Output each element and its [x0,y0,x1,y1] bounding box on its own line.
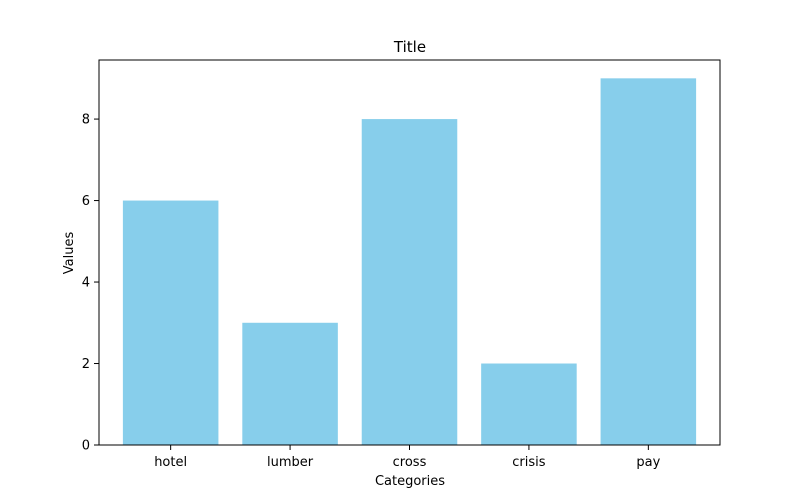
x-axis-label: Categories [375,474,445,489]
x-tick-label: pay [636,455,660,470]
x-tick-label: lumber [267,455,314,470]
y-axis-ticks: 0 2 4 6 8 [82,113,99,454]
bars-layer [122,78,697,446]
plot-frame [98,59,721,446]
x-tick-label: hotel [154,455,187,470]
x-axis-ticks: hotel lumber cross crisis pay [154,445,661,470]
y-tick-label: 4 [82,276,90,291]
y-tick-label: 8 [82,113,90,128]
bar-crisis [481,363,577,445]
y-axis-label: Values [62,232,77,275]
bar-cross [361,119,458,446]
bar-lumber [242,322,338,445]
x-tick-label: cross [393,455,427,470]
y-tick-label: 2 [82,357,90,372]
y-tick-label: 0 [82,439,90,454]
bar-hotel [122,200,219,445]
y-tick-label: 6 [82,194,90,209]
chart-title: Title [393,38,426,56]
x-tick-label: crisis [512,455,545,470]
bar-pay [600,78,697,445]
